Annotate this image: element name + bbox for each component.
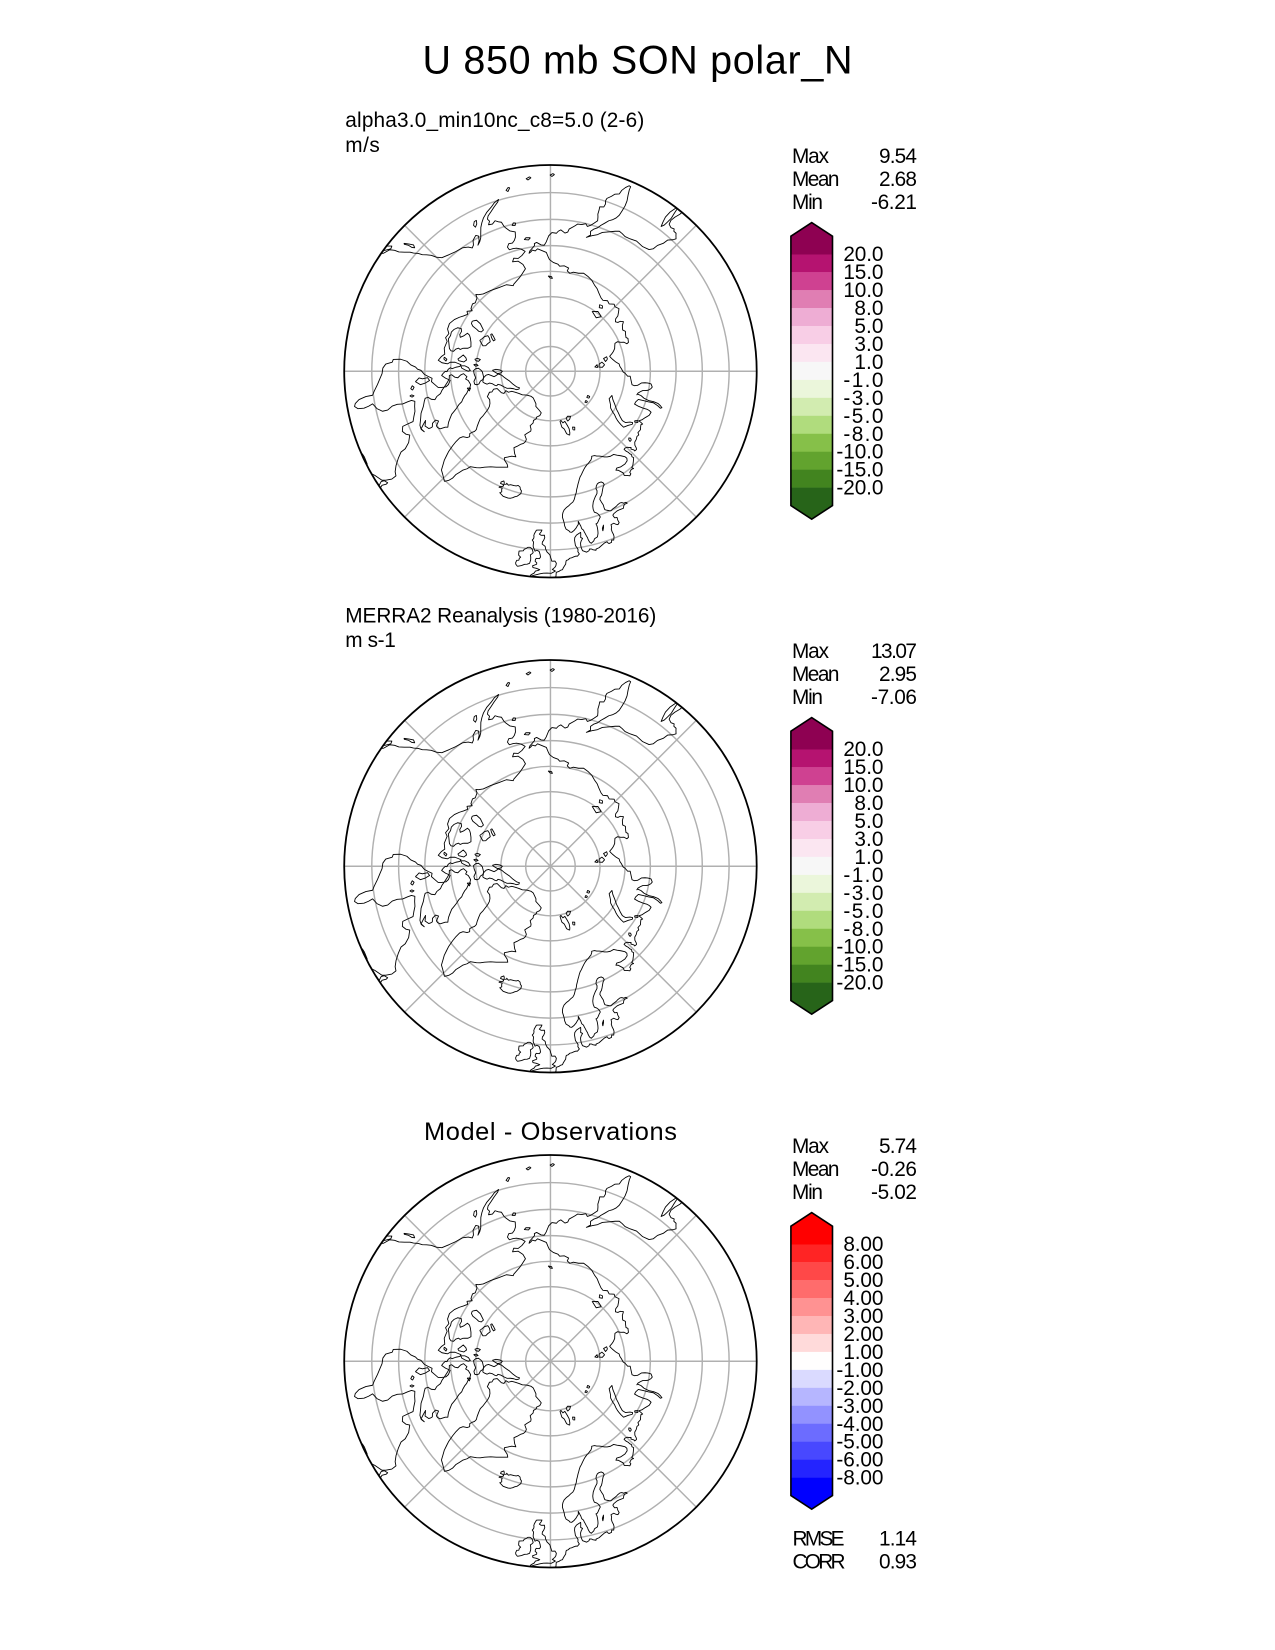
svg-text:Min: Min <box>792 191 823 214</box>
svg-text:-15.0: -15.0 <box>836 459 883 482</box>
svg-text:-5.00: -5.00 <box>836 1431 883 1454</box>
svg-text:4.00: 4.00 <box>843 1287 883 1310</box>
svg-text:MERRA2 Reanalysis (1980-2016): MERRA2 Reanalysis (1980-2016) <box>345 604 656 627</box>
svg-text:-20.0: -20.0 <box>836 972 883 995</box>
svg-text:3.00: 3.00 <box>843 1305 883 1328</box>
svg-text:3.0: 3.0 <box>854 828 883 851</box>
svg-text:-4.00: -4.00 <box>836 1413 883 1436</box>
svg-text:-7.06: -7.06 <box>871 686 917 709</box>
svg-text:-0.26: -0.26 <box>871 1158 917 1181</box>
svg-text:-20.0: -20.0 <box>836 477 883 500</box>
svg-text:U 850 mb SON polar_N: U 850 mb SON polar_N <box>423 38 853 82</box>
svg-text:20.0: 20.0 <box>843 738 883 761</box>
svg-text:-6.21: -6.21 <box>871 191 917 214</box>
svg-text:5.00: 5.00 <box>843 1269 883 1292</box>
svg-text:alpha3.0_min10nc_c8=5.0 (2-6): alpha3.0_min10nc_c8=5.0 (2-6) <box>345 109 644 132</box>
svg-text:2.95: 2.95 <box>879 663 917 686</box>
svg-text:-8.00: -8.00 <box>836 1467 883 1490</box>
svg-text:10.0: 10.0 <box>843 279 883 302</box>
svg-text:Model - Observations: Model - Observations <box>424 1118 677 1146</box>
svg-text:-2.00: -2.00 <box>836 1377 883 1400</box>
svg-text:0.93: 0.93 <box>879 1551 917 1574</box>
svg-text:10.0: 10.0 <box>843 774 883 797</box>
svg-text:-5.02: -5.02 <box>871 1181 917 1204</box>
svg-text:15.0: 15.0 <box>843 261 883 284</box>
svg-text:5.0: 5.0 <box>854 810 883 833</box>
svg-text:1.14: 1.14 <box>879 1528 917 1551</box>
svg-text:Min: Min <box>792 1181 823 1204</box>
svg-text:m/s: m/s <box>345 134 380 157</box>
svg-text:1.0: 1.0 <box>854 351 883 374</box>
svg-text:Max: Max <box>792 640 830 663</box>
svg-text:5.74: 5.74 <box>879 1135 917 1158</box>
svg-text:1.00: 1.00 <box>843 1341 883 1364</box>
svg-text:CORR: CORR <box>793 1551 846 1574</box>
svg-text:Max: Max <box>792 1135 830 1158</box>
svg-text:Min: Min <box>792 686 823 709</box>
svg-text:-10.0: -10.0 <box>836 936 883 959</box>
svg-text:5.0: 5.0 <box>854 315 883 338</box>
svg-text:8.0: 8.0 <box>854 297 883 320</box>
svg-text:-15.0: -15.0 <box>836 954 883 977</box>
svg-text:8.0: 8.0 <box>854 792 883 815</box>
svg-text:Mean: Mean <box>792 168 840 191</box>
svg-text:2.68: 2.68 <box>879 168 917 191</box>
svg-text:6.00: 6.00 <box>843 1251 883 1274</box>
svg-text:-6.00: -6.00 <box>836 1449 883 1472</box>
svg-text:Mean: Mean <box>792 663 840 686</box>
svg-text:Mean: Mean <box>792 1158 840 1181</box>
svg-text:m s-1: m s-1 <box>345 629 396 652</box>
svg-text:9.54: 9.54 <box>879 145 917 168</box>
svg-text:2.00: 2.00 <box>843 1323 883 1346</box>
svg-text:1.0: 1.0 <box>854 846 883 869</box>
svg-text:15.0: 15.0 <box>843 756 883 779</box>
svg-text:-1.00: -1.00 <box>836 1359 883 1382</box>
svg-text:-10.0: -10.0 <box>836 441 883 464</box>
svg-text:RMSE: RMSE <box>793 1528 845 1551</box>
svg-text:3.0: 3.0 <box>854 333 883 356</box>
svg-text:-3.00: -3.00 <box>836 1395 883 1418</box>
svg-text:8.00: 8.00 <box>843 1233 883 1256</box>
svg-text:Max: Max <box>792 145 830 168</box>
svg-text:13.07: 13.07 <box>871 640 917 663</box>
svg-text:20.0: 20.0 <box>843 243 883 266</box>
